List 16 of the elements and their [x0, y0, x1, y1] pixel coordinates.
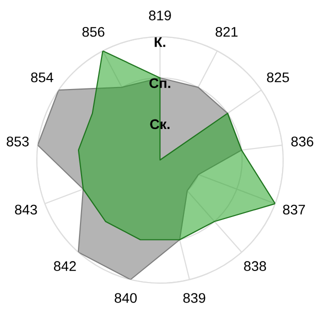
- spoke-label: 840: [114, 293, 137, 303]
- y-tick-label: К.: [154, 37, 166, 47]
- spoke-label: 838: [244, 261, 266, 272]
- y-tick-label: Ск.: [150, 119, 170, 130]
- spoke-label: 856: [82, 26, 104, 37]
- spoke-label: 819: [149, 10, 171, 20]
- spoke-label: 836: [291, 136, 314, 146]
- spoke-label: 837: [283, 204, 305, 215]
- spoke-label: 842: [54, 261, 76, 272]
- spoke-label: 821: [216, 26, 238, 37]
- spoke-label: 854: [31, 72, 54, 82]
- spoke-label: 853: [6, 136, 29, 146]
- spoke-label: 843: [14, 204, 37, 215]
- y-tick-label: Сп.: [149, 78, 170, 88]
- spoke-label: 839: [183, 293, 206, 303]
- spoke-label: 825: [266, 72, 289, 82]
